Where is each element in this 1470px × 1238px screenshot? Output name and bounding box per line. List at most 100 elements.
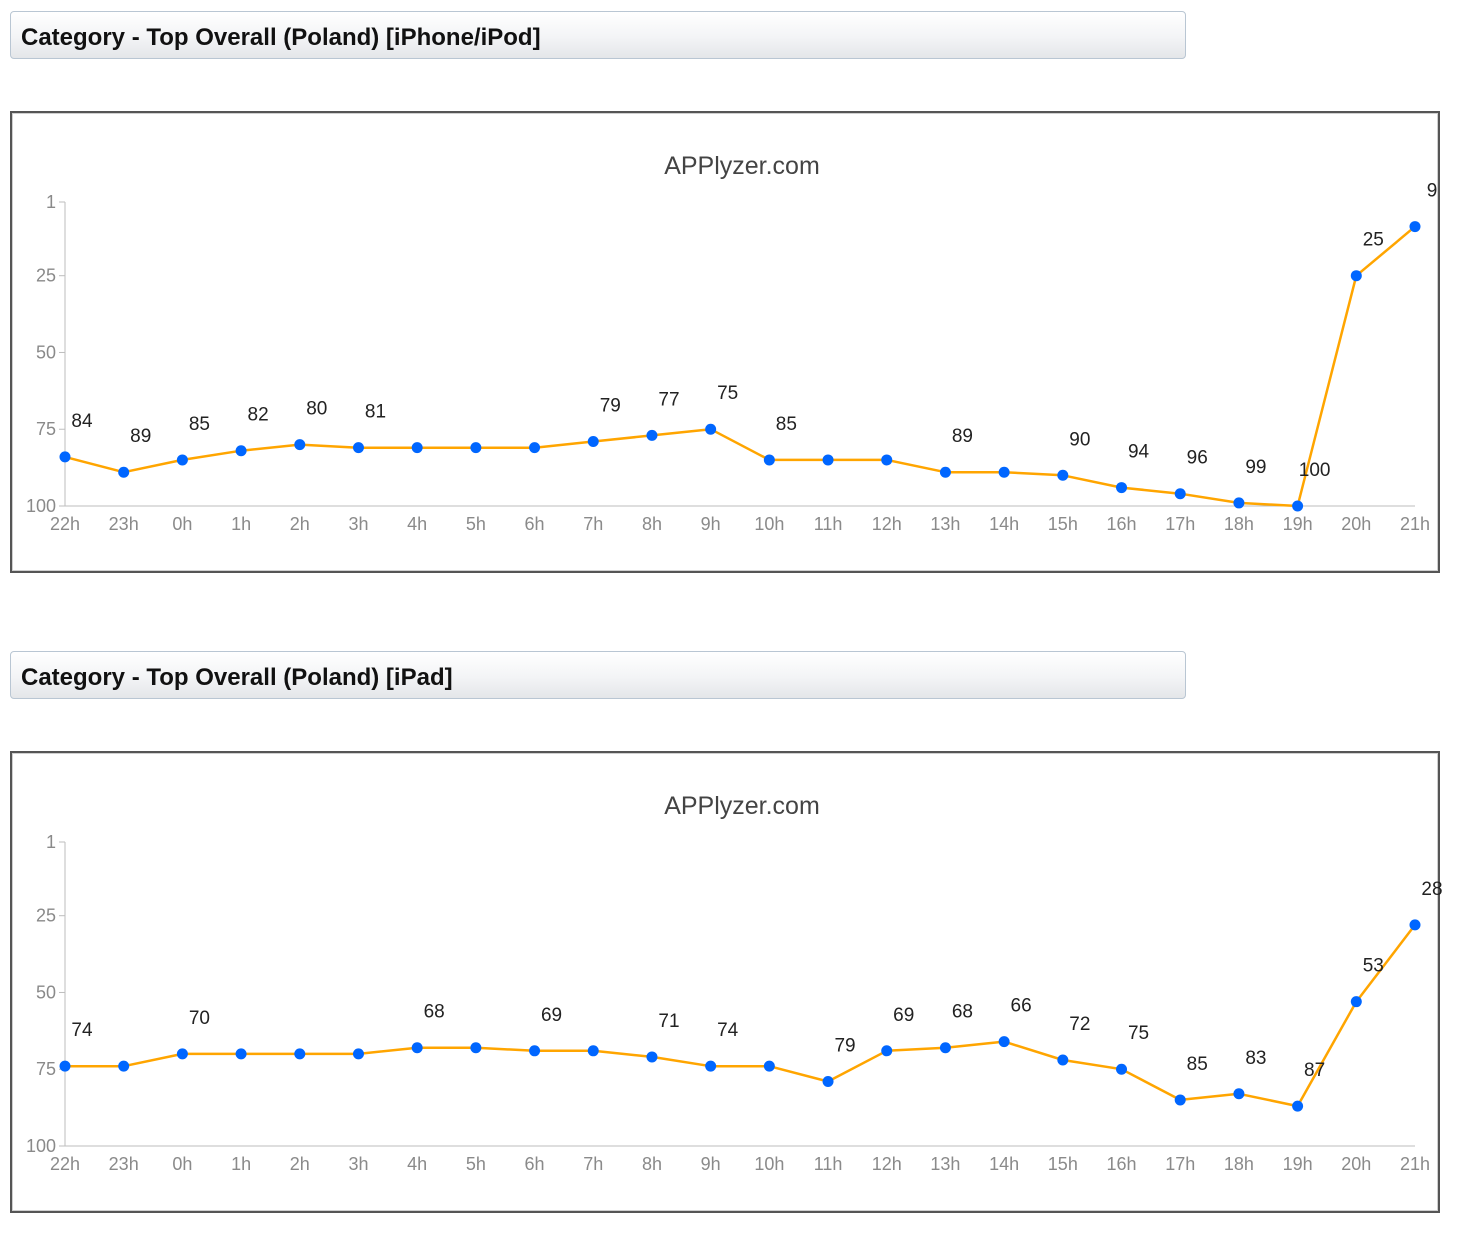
- data-label: 9: [1427, 181, 1438, 202]
- data-label: 79: [834, 1036, 855, 1057]
- data-label: 77: [658, 389, 679, 410]
- series-line: [65, 924, 1416, 1108]
- data-point: [822, 1076, 834, 1088]
- x-tick-label: 1h: [231, 1154, 251, 1174]
- x-tick-label: 3h: [348, 514, 368, 534]
- data-point: [294, 1048, 306, 1060]
- x-tick-label: 20h: [1341, 514, 1371, 534]
- data-point: [235, 1048, 247, 1060]
- x-tick-label: 6h: [525, 514, 545, 534]
- data-label: 84: [71, 411, 93, 432]
- section-title: Category - Top Overall (Poland) [iPad]: [21, 664, 453, 691]
- x-tick-label: 22h: [50, 1154, 80, 1174]
- x-tick-label: 21h: [1400, 514, 1430, 534]
- data-point: [470, 442, 482, 454]
- data-point: [411, 1042, 423, 1054]
- data-point: [294, 439, 306, 451]
- data-label: 85: [776, 414, 797, 435]
- x-tick-label: 2h: [290, 514, 310, 534]
- section-header-ipad[interactable]: Category - Top Overall (Poland) [iPad]: [10, 651, 1186, 699]
- data-point: [1057, 1054, 1069, 1066]
- data-point: [529, 442, 541, 454]
- data-point: [1292, 1100, 1304, 1112]
- data-label: 99: [1245, 457, 1266, 478]
- series-line: [64, 225, 1416, 508]
- x-tick-label: 10h: [754, 1154, 784, 1174]
- data-point: [59, 1060, 71, 1072]
- x-tick-label: 22h: [50, 514, 80, 534]
- x-tick-label: 18h: [1224, 1154, 1254, 1174]
- data-point: [1174, 1094, 1186, 1106]
- x-tick-label: 16h: [1106, 514, 1136, 534]
- data-point: [763, 454, 775, 466]
- chart-title: APPlyzer.com: [664, 152, 820, 180]
- x-tick-label: 4h: [407, 1154, 427, 1174]
- x-tick-label: 0h: [172, 514, 192, 534]
- x-tick-label: 6h: [525, 1154, 545, 1174]
- x-tick-label: 15h: [1048, 514, 1078, 534]
- x-tick-label: 0h: [172, 1154, 192, 1174]
- section-title: Category - Top Overall (Poland) [iPhone/…: [21, 24, 541, 51]
- y-tick-label: 75: [36, 1059, 56, 1079]
- data-label: 28: [1421, 879, 1442, 900]
- data-point: [939, 466, 951, 478]
- data-label: 82: [248, 405, 269, 426]
- data-point: [118, 466, 130, 478]
- data-label: 96: [1187, 448, 1208, 469]
- data-point: [822, 454, 834, 466]
- data-label: 70: [189, 1008, 210, 1029]
- data-label: 66: [1011, 996, 1032, 1017]
- x-tick-label: 19h: [1283, 1154, 1313, 1174]
- data-point: [763, 1060, 775, 1072]
- x-tick-label: 16h: [1106, 1154, 1136, 1174]
- y-tick-label: 75: [36, 419, 56, 439]
- data-label: 100: [1299, 460, 1331, 481]
- y-tick-label: 50: [36, 342, 56, 362]
- data-point: [1409, 221, 1421, 233]
- data-label: 85: [1187, 1054, 1208, 1075]
- data-label: 68: [424, 1002, 445, 1023]
- x-tick-label: 10h: [754, 514, 784, 534]
- data-point: [1116, 482, 1128, 494]
- x-tick-label: 23h: [109, 1154, 139, 1174]
- data-point: [1116, 1063, 1128, 1075]
- data-point: [705, 423, 717, 435]
- x-tick-label: 23h: [109, 514, 139, 534]
- x-tick-label: 17h: [1165, 514, 1195, 534]
- data-label: 81: [365, 402, 386, 423]
- data-point: [881, 454, 893, 466]
- section-header-iphone[interactable]: Category - Top Overall (Poland) [iPhone/…: [10, 11, 1186, 59]
- chart-title: APPlyzer.com: [664, 792, 820, 820]
- y-tick-label: 100: [26, 496, 56, 516]
- data-point: [1233, 1088, 1245, 1100]
- x-tick-label: 12h: [872, 1154, 902, 1174]
- data-point: [998, 1036, 1010, 1048]
- data-point: [118, 1060, 130, 1072]
- data-label: 75: [1128, 1023, 1149, 1044]
- data-point: [646, 1051, 658, 1063]
- data-point: [470, 1042, 482, 1054]
- x-tick-label: 11h: [814, 1154, 843, 1174]
- data-label: 68: [952, 1002, 973, 1023]
- x-tick-label: 9h: [701, 1154, 721, 1174]
- data-label: 90: [1069, 429, 1090, 450]
- data-point: [529, 1045, 541, 1057]
- x-tick-label: 9h: [701, 514, 721, 534]
- y-tick-label: 50: [36, 982, 56, 1002]
- data-point: [411, 442, 423, 454]
- y-tick-label: 25: [36, 906, 56, 926]
- x-tick-label: 8h: [642, 1154, 662, 1174]
- data-label: 85: [189, 414, 210, 435]
- data-point: [1409, 919, 1421, 931]
- x-tick-label: 13h: [930, 1154, 960, 1174]
- data-point: [881, 1045, 893, 1057]
- data-label: 94: [1128, 442, 1150, 463]
- data-point: [1350, 270, 1362, 282]
- x-tick-label: 11h: [814, 514, 843, 534]
- data-label: 74: [717, 1020, 739, 1041]
- y-tick-label: 25: [36, 266, 56, 286]
- data-label: 89: [952, 426, 973, 447]
